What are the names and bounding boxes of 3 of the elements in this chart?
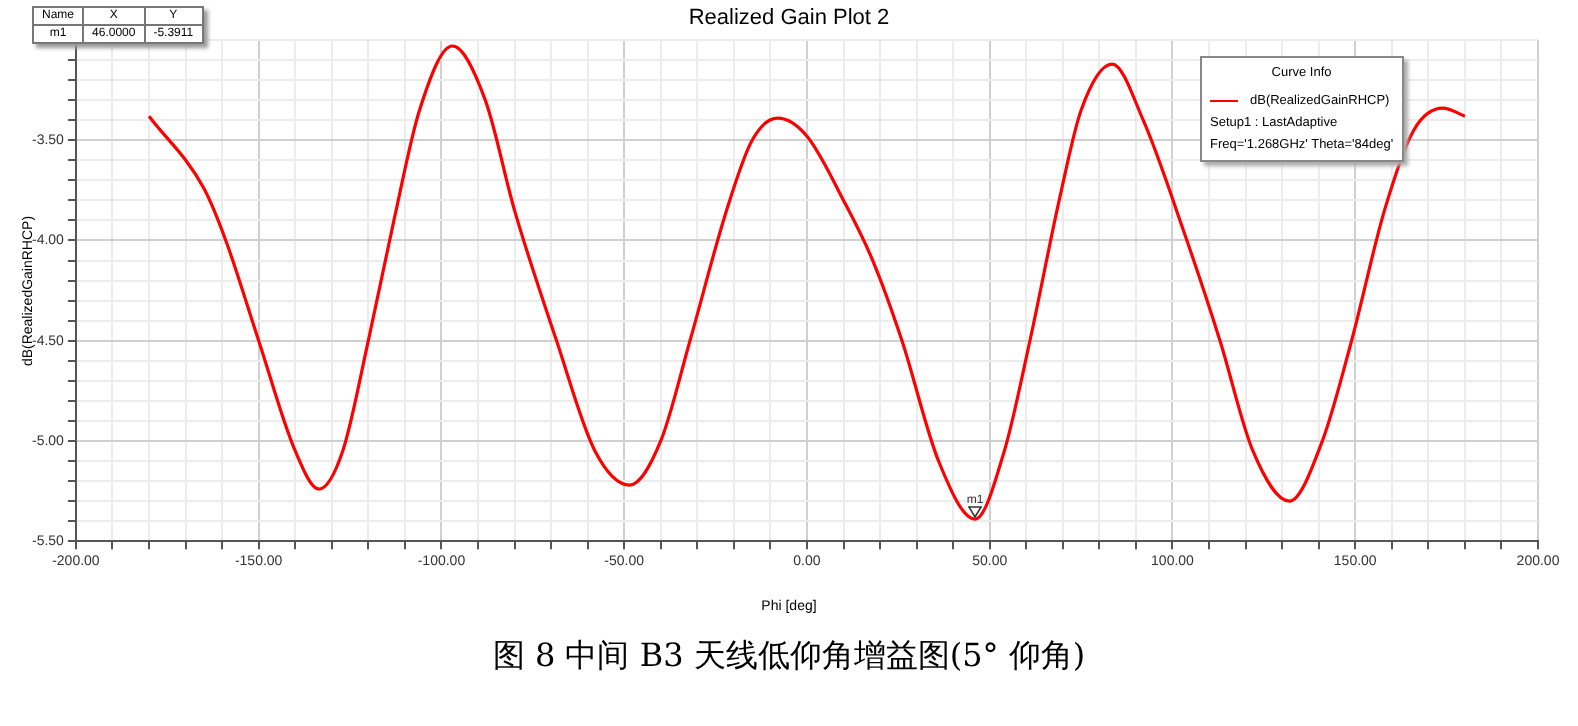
caption: 图 8 中间 B3 天线低仰角增益图(5° 仰角) <box>490 636 1088 678</box>
chart-title: Realized Gain Plot 2 <box>688 6 890 30</box>
line-series <box>147 44 1467 521</box>
